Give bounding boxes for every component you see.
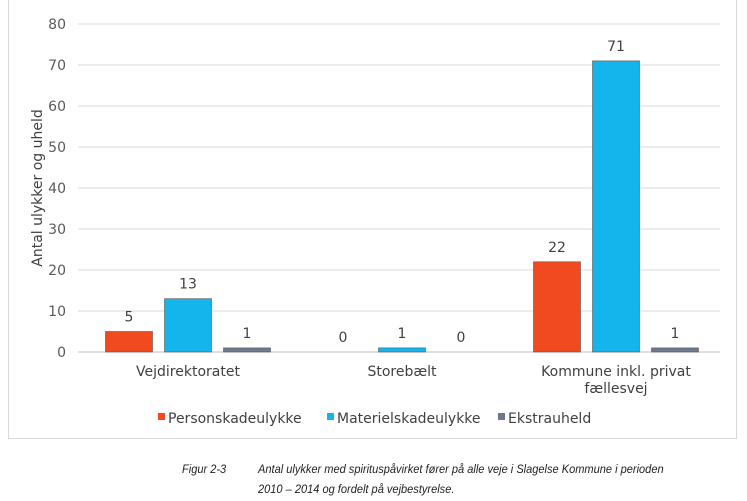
chart-frame bbox=[8, 0, 737, 439]
data-label: 1 bbox=[398, 326, 407, 342]
y-axis-label: Antal ulykker og uheld bbox=[30, 109, 46, 266]
bar-personskadeulykke bbox=[533, 261, 581, 353]
data-label: 13 bbox=[179, 277, 197, 293]
data-label: 22 bbox=[548, 240, 566, 256]
caption-line-1: Antal ulykker med spirituspåvirket fører… bbox=[258, 462, 664, 476]
caption-line-2: 2010 – 2014 og fordelt på vejbestyrelse. bbox=[258, 482, 455, 496]
legend-swatch bbox=[158, 413, 165, 420]
bar-materielskadeulykke bbox=[592, 60, 640, 353]
legend-entry: Ekstrauheld bbox=[508, 411, 591, 427]
data-label: 5 bbox=[125, 310, 134, 326]
x-tick-label: Vejdirektoratet bbox=[136, 364, 240, 380]
y-tick-label: 30 bbox=[48, 222, 66, 238]
data-label: 1 bbox=[671, 326, 680, 342]
bar-materielskadeulykke bbox=[164, 298, 212, 353]
caption-label: Figur 2-3 bbox=[182, 462, 227, 476]
data-label: 0 bbox=[457, 330, 466, 346]
y-tick-label: 0 bbox=[57, 345, 66, 361]
x-tick-label: Kommune inkl. privat bbox=[541, 364, 691, 380]
bar-personskadeulykke bbox=[105, 331, 153, 353]
data-label: 0 bbox=[339, 330, 348, 346]
y-tick-label: 50 bbox=[48, 140, 66, 156]
y-tick-label: 60 bbox=[48, 99, 66, 115]
y-tick-label: 80 bbox=[48, 17, 66, 33]
legend-entry: Materielskadeulykke bbox=[337, 411, 481, 427]
y-tick-label: 70 bbox=[48, 58, 66, 74]
x-tick-label: fællesvej bbox=[584, 381, 647, 397]
bar-materielskadeulykke bbox=[378, 347, 426, 353]
data-label: 1 bbox=[243, 326, 252, 342]
legend-swatch bbox=[498, 413, 505, 420]
legend-swatch bbox=[327, 413, 334, 420]
y-tick-label: 20 bbox=[48, 263, 66, 279]
legend-entry: Personskadeulykke bbox=[168, 411, 302, 427]
data-label: 71 bbox=[607, 39, 625, 55]
y-tick-label: 40 bbox=[48, 181, 66, 197]
bar-ekstrauheld bbox=[651, 347, 699, 353]
bar-ekstrauheld bbox=[223, 347, 271, 353]
x-tick-label: Storebælt bbox=[367, 364, 437, 380]
y-tick-label: 10 bbox=[48, 304, 66, 320]
